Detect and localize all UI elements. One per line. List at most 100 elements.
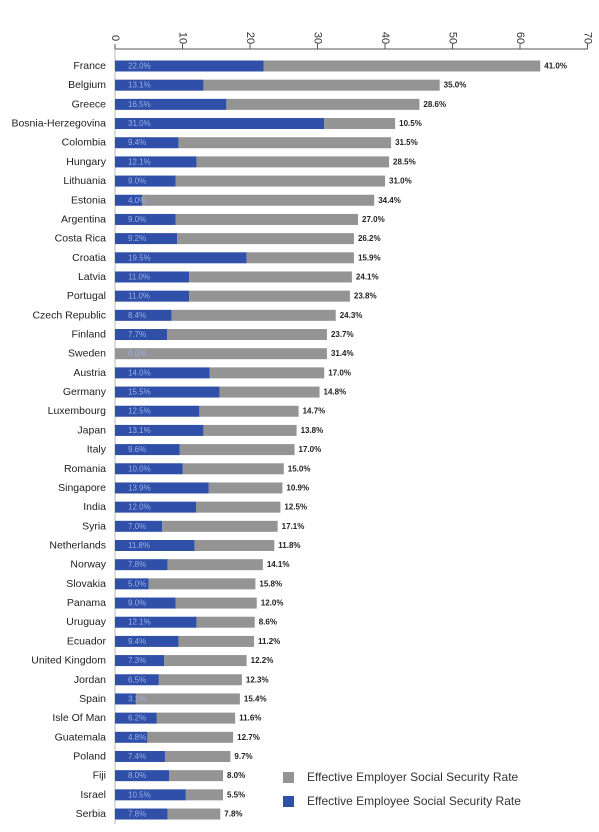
data-label-employee: 7.4% (128, 752, 146, 761)
bar-employee (115, 501, 196, 513)
bar-employer (142, 194, 375, 206)
data-label-employee: 7.8% (128, 560, 146, 569)
data-label-employee: 22.0% (128, 62, 151, 71)
bar-employer (167, 559, 263, 571)
bar-employee (115, 712, 157, 724)
data-label-employee: 7.7% (128, 330, 146, 339)
data-label-employer: 28.6% (423, 100, 446, 109)
data-label-employee: 7.3% (128, 656, 146, 665)
bar-employer (169, 770, 223, 782)
category-label: Lithuania (63, 175, 106, 187)
data-label-employee: 9.2% (128, 234, 146, 243)
category-label: Uruguay (66, 616, 106, 628)
bar-employee (115, 424, 204, 436)
bar-employer (196, 501, 281, 513)
data-label-employer: 15.9% (358, 253, 381, 262)
data-label-employee: 7.8% (128, 810, 146, 819)
data-label-employee: 0.0% (128, 349, 146, 358)
bar-employee (115, 213, 176, 225)
data-label-employee: 10.5% (128, 790, 151, 799)
data-label-employer: 8.0% (227, 771, 245, 780)
category-label: Netherlands (49, 540, 106, 552)
data-label-employee: 11.0% (128, 272, 150, 281)
data-label-employer: 17.0% (328, 368, 351, 377)
bar-employee (115, 444, 180, 456)
bar-employee (115, 674, 159, 686)
bar-employer (203, 424, 297, 436)
data-label-employer: 31.4% (331, 349, 354, 358)
bar-employer (178, 137, 392, 149)
data-label-employee: 8.4% (128, 311, 146, 320)
category-label: Serbia (76, 808, 107, 820)
data-label-employer: 24.3% (340, 311, 363, 320)
x-tick-label: 40 (379, 32, 391, 44)
legend-label-employer: Effective Employer Social Security Rate (307, 770, 519, 784)
bar-employer (324, 118, 396, 130)
x-tick-label: 70 (582, 32, 594, 44)
category-label: Italy (87, 444, 107, 456)
bar-employer (164, 750, 231, 762)
bar-employee (115, 655, 165, 667)
bar-employer (189, 271, 352, 283)
category-labels: France Belgium Greece Bosnia-Herzegovina Col… (11, 60, 106, 820)
category-label: Croatia (72, 252, 106, 264)
category-label: Portugal (67, 290, 106, 302)
bar-employer (164, 655, 247, 667)
x-tick-label: 20 (244, 32, 256, 44)
category-label: Bosnia-Herzegovina (11, 118, 106, 130)
data-label-employer: 23.8% (354, 292, 377, 301)
data-label-employee: 10.0% (128, 464, 151, 473)
bar-employee (115, 175, 176, 187)
x-tick-label: 60 (514, 32, 526, 44)
data-label-employer: 31.5% (395, 138, 418, 147)
bar-employee (115, 559, 168, 571)
data-label-employer: 11.2% (258, 637, 280, 646)
bar-employer (226, 98, 420, 110)
data-label-employee: 4.8% (128, 733, 146, 742)
data-label-employer: 26.2% (358, 234, 381, 243)
bar-employee (115, 309, 172, 321)
data-label-employee: 14.0% (128, 368, 151, 377)
data-label-employer: 41.0% (544, 62, 567, 71)
bar-employee (115, 194, 142, 206)
category-label: Panama (67, 597, 106, 609)
category-label: Isle Of Man (52, 712, 106, 724)
data-label-employee: 6.5% (128, 675, 146, 684)
category-label: Spain (79, 693, 106, 705)
data-label-employer: 15.4% (244, 694, 267, 703)
data-label-employee: 31.0% (128, 119, 151, 128)
data-label-employer: 17.0% (299, 445, 322, 454)
legend-swatch-employer (283, 771, 294, 783)
category-label: Fiji (93, 770, 106, 782)
x-tick-label: 30 (312, 32, 324, 44)
data-label-employee: 16.5% (128, 100, 151, 109)
category-label: Poland (73, 750, 106, 762)
category-label: Czech Republic (32, 309, 106, 321)
category-label: Jordan (74, 674, 106, 686)
data-label-employer: 12.2% (251, 656, 274, 665)
category-label: Germany (63, 386, 107, 398)
data-label-employee: 9.6% (128, 445, 146, 454)
data-label-employee: 11.8% (128, 541, 150, 550)
category-label: Syria (82, 520, 106, 532)
data-label-employer: 17.1% (282, 522, 305, 531)
bar-employee (115, 252, 247, 264)
bar-employer (175, 175, 385, 187)
data-label-employer: 11.8% (278, 541, 300, 550)
data-label-employer: 27.0% (362, 215, 385, 224)
data-label-employee: 9.4% (128, 138, 146, 147)
data-label-employee: 12.1% (128, 618, 151, 627)
bar-employee (115, 79, 204, 91)
data-label-employee: 3.1% (128, 694, 146, 703)
data-label-employee: 9.0% (128, 215, 146, 224)
bar-employee (115, 597, 176, 609)
data-label-employee: 13.1% (128, 426, 151, 435)
category-label: Greece (72, 98, 107, 110)
bar-employee (115, 693, 136, 705)
category-label: Singapore (58, 482, 106, 494)
category-label: Argentina (61, 213, 106, 225)
bar-employer (115, 348, 327, 360)
x-tick-label: 50 (447, 32, 459, 44)
bar-employee (115, 616, 197, 628)
bar-employer (147, 731, 234, 743)
